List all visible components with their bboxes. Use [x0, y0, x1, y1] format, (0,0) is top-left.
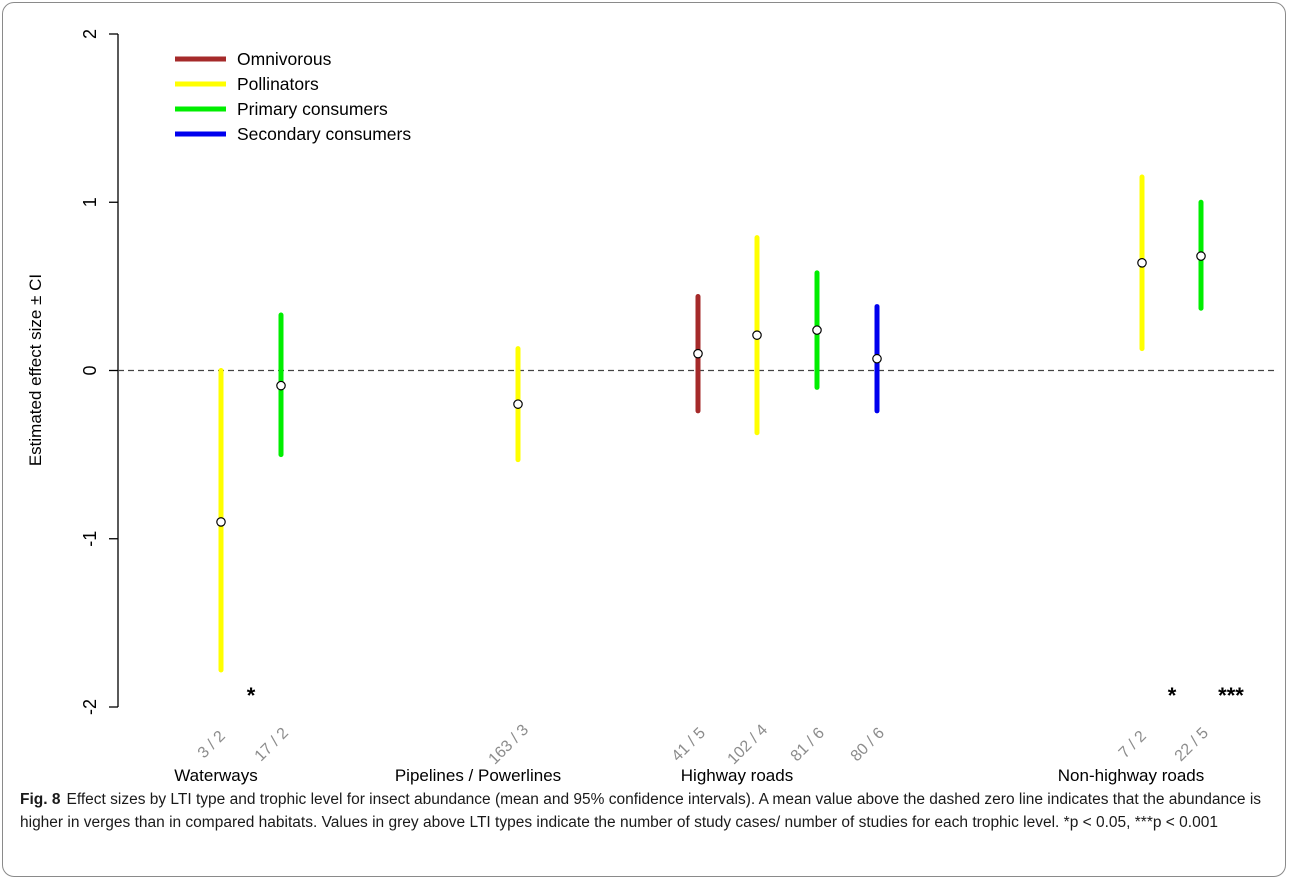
forest-plot: -2 -1 0 1 2 3 / 2 * 17 / 2 163 / 3 41 / 5 102 / 4…	[26, 29, 1276, 785]
count-labels: 3 / 2 * 17 / 2 163 / 3 41 / 5 102 / 4 81 / 6 80…	[195, 683, 1244, 768]
caption-label: Fig. 8	[20, 791, 61, 808]
mean-point	[216, 517, 226, 527]
count-label: 80 / 6	[848, 725, 888, 765]
group-label: Highway roads	[681, 766, 793, 785]
count-label: 7 / 2	[1116, 728, 1150, 762]
legend-label: Primary consumers	[237, 99, 388, 119]
group-label: Non-highway roads	[1058, 766, 1204, 785]
count-label: 102 / 4	[725, 721, 772, 768]
significance-mark: *	[1168, 683, 1177, 708]
y-tick-label: -2	[80, 699, 100, 715]
y-tick-label: -1	[80, 531, 100, 547]
legend-label: Omnivorous	[237, 49, 332, 69]
y-axis-label: Estimated effect size ± CI	[26, 274, 45, 466]
significance-mark: *	[247, 683, 256, 708]
count-label: 3 / 2	[195, 728, 229, 762]
mean-point	[872, 353, 882, 364]
ci-bars	[216, 174, 1206, 673]
count-label: 41 / 5	[669, 725, 709, 765]
legend-label: Secondary consumers	[237, 124, 411, 144]
count-label: 22 / 5	[1172, 725, 1212, 765]
count-label: 17 / 2	[252, 725, 292, 765]
caption-text: Effect sizes by LTI type and trophic lev…	[20, 791, 1262, 831]
legend: Omnivorous Pollinators Primary consumers Se…	[175, 49, 411, 144]
count-label: 163 / 3	[486, 721, 533, 768]
mean-point	[1196, 251, 1206, 261]
y-tick-label: 1	[80, 197, 100, 207]
mean-point	[276, 380, 286, 391]
group-label: Pipelines / Powerlines	[395, 766, 561, 785]
group-label: Waterways	[174, 766, 257, 785]
legend-label: Pollinators	[237, 74, 319, 94]
mean-point	[693, 348, 703, 359]
count-label: 81 / 6	[788, 725, 828, 765]
y-tick-label: 2	[80, 29, 100, 39]
mean-point	[513, 399, 523, 409]
significance-mark: ***	[1218, 683, 1244, 708]
figure-caption: Fig. 8 Effect sizes by LTI type and troph…	[20, 788, 1275, 834]
mean-point	[812, 325, 822, 335]
y-axis: -2 -1 0 1 2	[80, 29, 119, 715]
mean-point	[1137, 258, 1147, 268]
group-labels: Waterways Pipelines / Powerlines Highway r…	[174, 766, 1204, 785]
mean-point	[752, 330, 762, 340]
y-tick-label: 0	[80, 365, 100, 375]
